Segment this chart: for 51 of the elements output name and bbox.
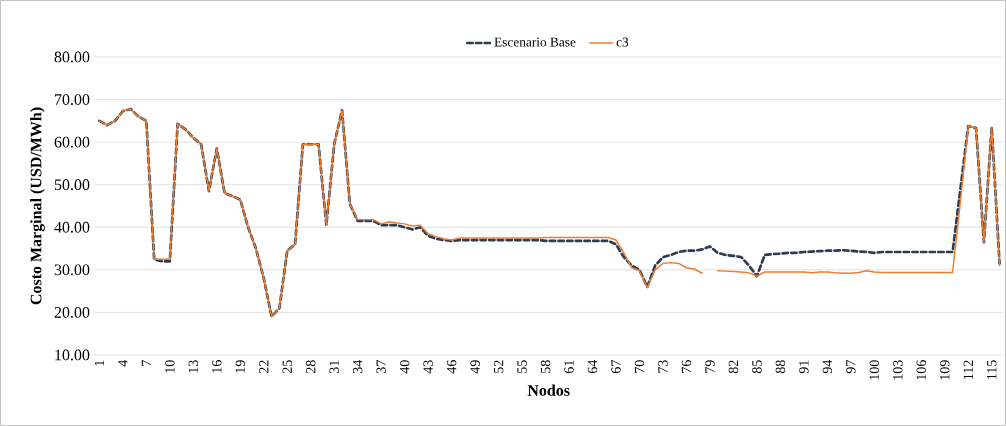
x-tick-label: 106 [916, 360, 926, 380]
x-tick-label: 70 [634, 360, 645, 373]
x-tick-label: 67 [611, 360, 621, 374]
legend-label: Escenario Base [494, 37, 576, 47]
x-tick-label: 22 [259, 360, 269, 374]
x-tick-label: 31 [329, 360, 339, 374]
x-tick-label: 52 [493, 360, 504, 373]
x-tick-label: 97 [846, 360, 856, 374]
x-tick-label: 16 [212, 360, 222, 373]
x-tick-label: 82 [728, 360, 739, 374]
x-tick-label: 112 [963, 360, 973, 379]
y-tick-label: 30.00 [54, 264, 90, 276]
x-tick-label: 79 [705, 360, 715, 373]
x-tick-label: 88 [775, 360, 786, 374]
x-tick-label: 58 [540, 360, 551, 373]
x-tick-label: 91 [799, 360, 809, 374]
x-tick-label: 4 [118, 359, 128, 367]
x-tick-label: 109 [940, 360, 950, 380]
x-tick-label: 10 [165, 360, 175, 373]
x-tick-label: 100 [869, 360, 880, 380]
y-tick-label: 10.00 [55, 349, 90, 361]
x-tick-label: 115 [987, 360, 997, 379]
y-tick-label: 70.00 [55, 94, 90, 106]
x-tick-label: 34 [352, 359, 363, 374]
y-axis-title: Costo Marginal (USD/MWh) [30, 107, 45, 305]
x-tick-label: 25 [282, 360, 292, 374]
y-tick-label: 60.00 [54, 136, 90, 148]
x-tick-label: 19 [235, 360, 245, 373]
y-tick-label: 20.00 [54, 306, 90, 318]
x-tick-label: 85 [752, 360, 762, 374]
x-tick-label: 13 [188, 360, 199, 373]
x-tick-label: 7 [141, 360, 151, 366]
x-tick-label: 76 [681, 360, 692, 373]
x-tick-label: 64 [587, 359, 598, 374]
x-tick-label: 43 [423, 360, 433, 374]
x-tick-label: 94 [822, 359, 833, 374]
x-tick-label: 55 [517, 360, 527, 373]
x-tick-label: 49 [470, 360, 480, 374]
x-tick-label: 73 [658, 360, 668, 373]
x-tick-label: 28 [306, 360, 316, 374]
x-tick-label: 46 [446, 360, 457, 374]
x-tick-label: 1 [94, 360, 104, 366]
y-tick-label: 80.00 [54, 51, 90, 63]
legend-label: c3 [616, 37, 629, 47]
y-tick-label: 50.00 [54, 179, 90, 191]
x-axis-title: Nodos [527, 384, 570, 396]
y-tick-label: 40.00 [54, 221, 90, 233]
x-tick-label: 40 [399, 360, 410, 374]
x-tick-label: 61 [564, 360, 574, 374]
x-tick-label: 103 [893, 360, 903, 380]
x-tick-label: 37 [376, 360, 386, 374]
